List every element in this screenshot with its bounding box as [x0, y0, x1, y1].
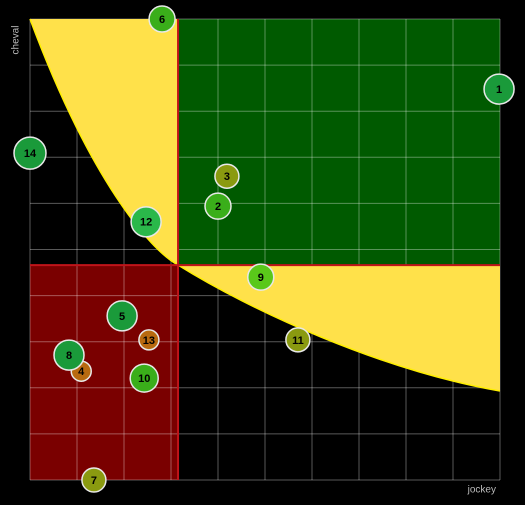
- yellow-zone-right: [178, 265, 500, 391]
- point: [13, 136, 47, 170]
- point-label: 2: [215, 201, 221, 213]
- point: [285, 327, 311, 353]
- point-label: 6: [159, 14, 165, 26]
- point: [204, 192, 232, 220]
- point: [81, 467, 107, 493]
- point: [130, 206, 162, 238]
- quadrant-top-right: [178, 19, 501, 266]
- point-label: 9: [258, 272, 264, 284]
- yellow-zone-top: [30, 19, 178, 265]
- point-label: 5: [119, 311, 125, 323]
- point-label: 7: [91, 475, 97, 487]
- point: [106, 300, 138, 332]
- point-label: 12: [140, 217, 152, 229]
- y-axis-label: cheval: [11, 26, 22, 55]
- point: [247, 263, 275, 291]
- x-axis-label: jockey: [467, 485, 496, 496]
- point-label: 8: [66, 350, 72, 362]
- point-label: 3: [224, 171, 230, 183]
- point: [129, 363, 159, 393]
- point-label: 4: [78, 366, 85, 378]
- yellow-zone: [29, 18, 501, 392]
- point: [138, 329, 160, 351]
- point: [53, 339, 85, 371]
- point-label: 14: [24, 148, 37, 160]
- point: [214, 163, 240, 189]
- point-label: 13: [143, 335, 155, 347]
- point: [483, 73, 515, 105]
- point-label: 1: [496, 84, 502, 96]
- point-label: 11: [292, 335, 304, 347]
- point-label: 10: [138, 373, 150, 385]
- point: [148, 5, 176, 33]
